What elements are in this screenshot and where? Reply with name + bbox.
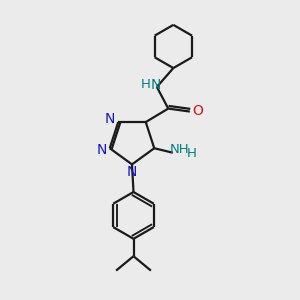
Text: N: N <box>105 112 115 126</box>
Text: N: N <box>96 143 106 157</box>
Text: N: N <box>127 165 137 179</box>
Text: NH: NH <box>169 142 189 156</box>
Text: H: H <box>140 78 150 91</box>
Text: H: H <box>187 147 196 161</box>
Text: O: O <box>192 104 203 118</box>
Text: N: N <box>151 78 161 92</box>
